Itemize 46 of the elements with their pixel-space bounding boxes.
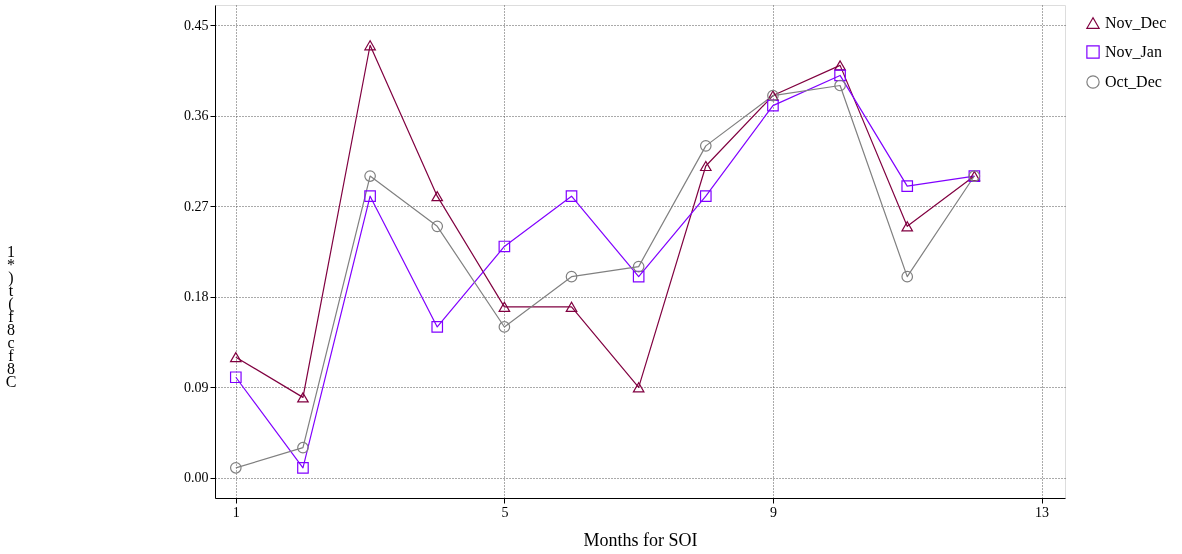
point — [297, 461, 309, 474]
x-tick-label: 9 — [769, 504, 777, 520]
point — [364, 190, 376, 203]
point — [632, 382, 645, 393]
y-tick-label: 0.09 — [184, 379, 209, 395]
point — [901, 270, 914, 283]
y-tick-label: 0.00 — [184, 470, 209, 486]
point — [834, 60, 846, 71]
point — [229, 352, 242, 363]
x-axis-title: Months for SOI — [583, 529, 698, 550]
y-tick-label: 0.36 — [184, 108, 209, 124]
x-tick-label: 13 — [1035, 504, 1049, 520]
point — [699, 190, 712, 203]
point — [229, 461, 242, 474]
point — [431, 220, 444, 233]
point — [565, 301, 578, 312]
text: 1*)t(f8c f8C — [5, 243, 17, 390]
legend-label: Nov_Jan — [1105, 43, 1162, 60]
point — [565, 270, 578, 283]
x-tick-label: 1 — [232, 504, 240, 520]
point — [297, 392, 309, 403]
y-tick-label: 0.18 — [184, 289, 209, 305]
point — [364, 170, 376, 182]
point — [498, 301, 511, 312]
point — [498, 321, 511, 333]
point — [834, 79, 846, 92]
point — [699, 160, 712, 172]
point — [901, 180, 914, 192]
point — [364, 40, 376, 51]
x-tick-label: 5 — [501, 504, 509, 520]
point — [565, 190, 578, 203]
legend-label: Oct_Dec — [1105, 73, 1162, 90]
point — [767, 99, 779, 112]
point — [431, 321, 444, 333]
point — [297, 441, 309, 454]
point — [431, 191, 444, 202]
point — [834, 69, 846, 82]
point — [901, 221, 914, 232]
point — [632, 270, 645, 283]
y-tick-label: 0.45 — [184, 17, 209, 33]
legend-label: Nov_Dec — [1105, 14, 1167, 31]
point — [632, 260, 645, 273]
point — [699, 140, 712, 152]
y-tick-label: 0.27 — [184, 198, 209, 214]
point — [498, 240, 511, 253]
point — [229, 371, 242, 384]
